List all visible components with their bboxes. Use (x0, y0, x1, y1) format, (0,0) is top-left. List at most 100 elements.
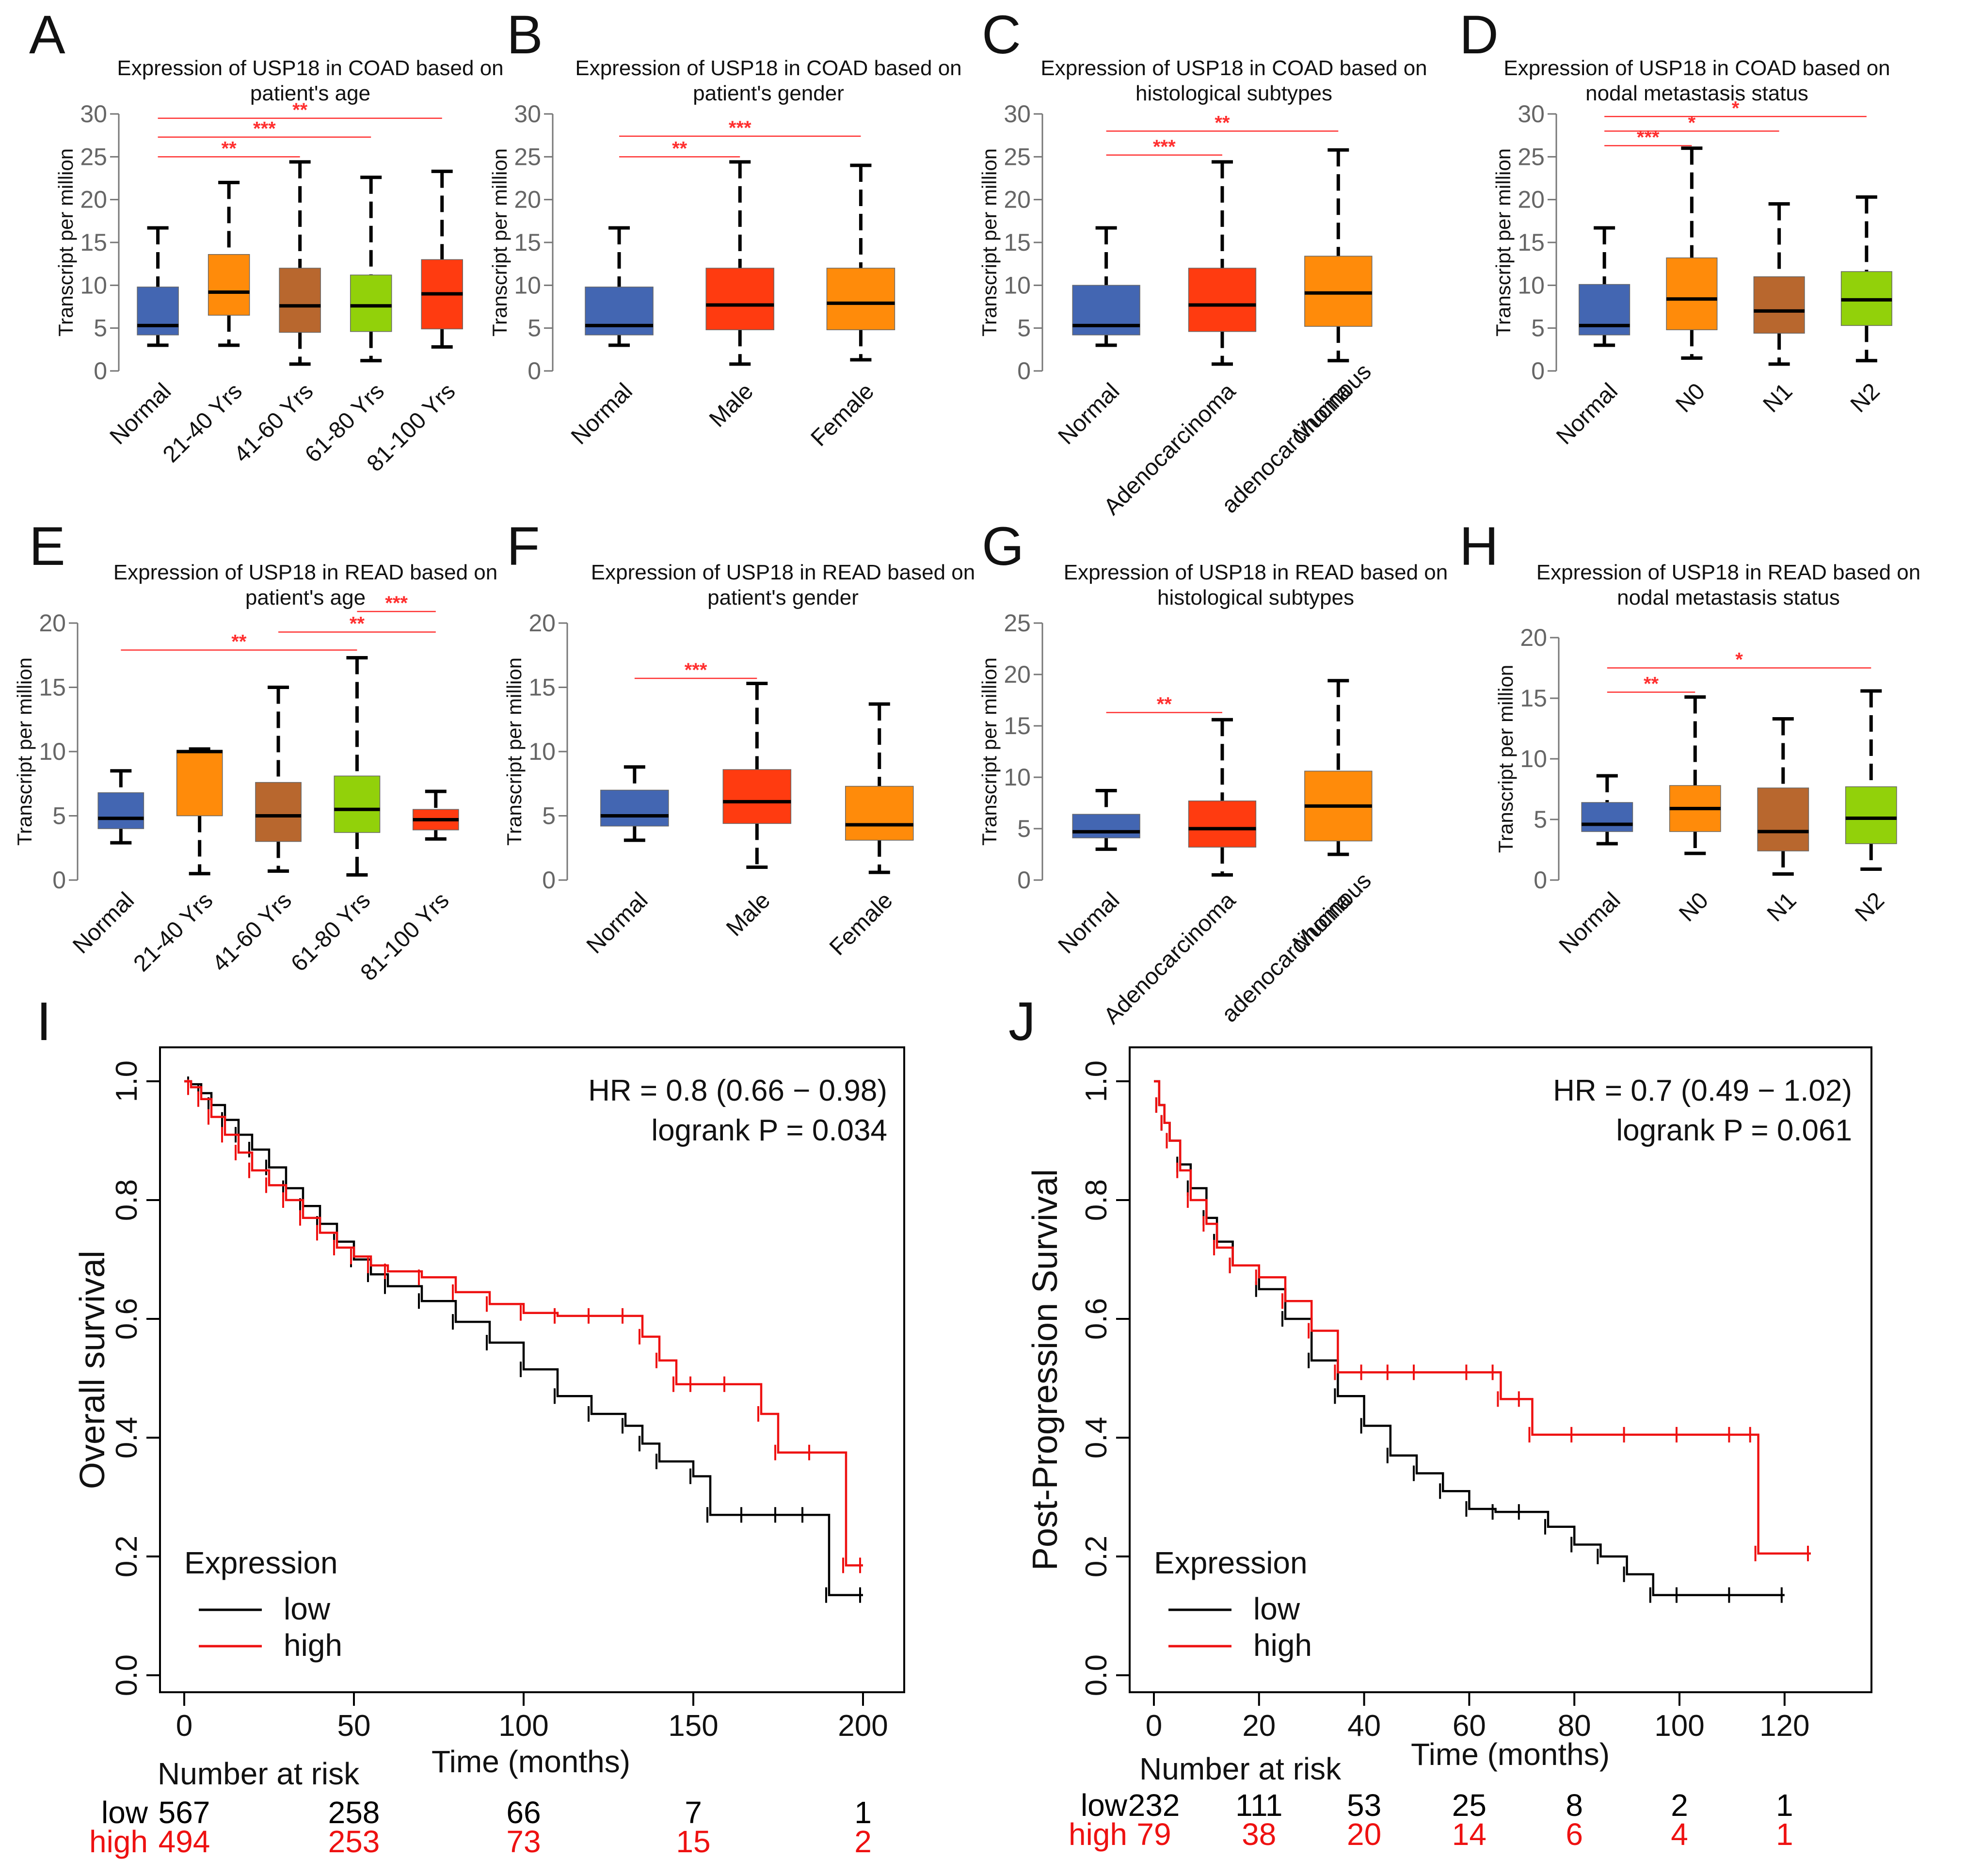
y-tick-label: 15 (528, 674, 556, 701)
stat-text: HR = 0.8 (0.66 − 0.98) (588, 1074, 887, 1107)
box-group: N2 (1845, 689, 1897, 927)
chart-title: patient's gender (693, 81, 844, 105)
y-tick-label: 15 (80, 229, 107, 256)
risk-value: 6 (1566, 1817, 1583, 1852)
y-tick-label: 0 (1534, 866, 1547, 894)
y-tick-label: 10 (1004, 272, 1031, 299)
y-tick-label: 10 (1520, 745, 1547, 772)
box-group: Normal (566, 226, 654, 449)
box-group: Normal (68, 769, 144, 959)
significance-stars: ** (1644, 673, 1659, 695)
legend-label: high (284, 1628, 342, 1663)
category-label: N1 (1758, 378, 1798, 417)
chart-title: patient's age (250, 81, 370, 105)
category-label: Male (721, 887, 775, 941)
category-label: Normal (105, 378, 176, 449)
risk-row-name: low (1081, 1788, 1128, 1823)
significance-stars: ** (222, 138, 237, 159)
category-label: Normal (1054, 378, 1125, 449)
panel-g: G Expression of USP18 in READ based onhis… (978, 516, 1448, 1029)
box-group: N1 (1753, 202, 1805, 417)
risk-value: 20 (1347, 1817, 1381, 1852)
y-tick-label: 15 (1004, 229, 1031, 256)
box (1188, 268, 1257, 332)
x-tick-label: 100 (498, 1709, 548, 1743)
plot-frame (159, 1046, 905, 1693)
risk-value: 232 (1128, 1788, 1180, 1823)
box (1072, 285, 1140, 336)
box-group: Normal (1054, 789, 1140, 959)
box (705, 268, 774, 330)
category-label: Normal (1054, 887, 1125, 959)
box (1072, 814, 1140, 838)
chart-title: patient's gender (707, 586, 859, 609)
y-axis-label: Transcript per million (978, 657, 1001, 846)
risk-value: 494 (159, 1824, 210, 1859)
box-group: N0 (1669, 695, 1721, 927)
y-tick-label: 20 (1520, 624, 1547, 651)
category-label: Female (825, 887, 898, 961)
panel-label: H (1459, 516, 1499, 577)
y-tick-label: 10 (514, 272, 541, 299)
box (1581, 802, 1633, 832)
category-label: N0 (1671, 378, 1710, 417)
legend-label: high (1253, 1628, 1312, 1663)
y-tick-label: 0 (94, 357, 107, 385)
chart-title: Expression of USP18 in READ based on (1536, 561, 1920, 584)
box (279, 268, 321, 333)
chart-title: patient's age (245, 586, 366, 609)
stat-text: logrank P = 0.034 (651, 1114, 887, 1147)
y-axis-label: Transcript per million (978, 148, 1001, 337)
box (137, 287, 179, 336)
risk-value: 1 (1776, 1788, 1793, 1823)
box (585, 287, 654, 336)
significance-stars: *** (729, 117, 751, 139)
y-tick-label: 15 (1518, 229, 1545, 256)
box-group: 21-40 Yrs (128, 747, 223, 977)
y-tick-label: 20 (80, 186, 107, 213)
significance-stars: * (1688, 112, 1696, 133)
legend-label: low (284, 1591, 331, 1626)
risk-value: 4 (1671, 1817, 1688, 1852)
panel-e: E Expression of USP18 in READ based onpat… (13, 516, 497, 986)
significance-stars: *** (1637, 127, 1660, 148)
risk-value: 567 (159, 1795, 210, 1830)
significance-stars: * (1735, 649, 1743, 671)
box (1845, 786, 1897, 844)
risk-value: 14 (1452, 1817, 1486, 1852)
risk-row-name: high (1069, 1817, 1127, 1852)
significance-stars: * (1732, 97, 1740, 119)
risk-value: 25 (1452, 1788, 1486, 1823)
risk-value: 15 (676, 1824, 710, 1859)
box-group: Female (825, 702, 914, 961)
x-axis-label: Time (months) (1411, 1737, 1610, 1772)
y-tick-label: 0 (527, 357, 541, 385)
survival-curve-low (184, 1080, 863, 1596)
chart-title: Expression of USP18 in READ based on (1064, 561, 1448, 584)
legend-title: Expression (184, 1545, 338, 1580)
x-tick-label: 50 (337, 1709, 371, 1743)
y-tick-label: 25 (1518, 143, 1545, 170)
category-label: N1 (1762, 887, 1802, 927)
y-tick-label: 15 (514, 229, 541, 256)
y-tick-label: 5 (1017, 815, 1031, 842)
risk-value: 79 (1136, 1817, 1171, 1852)
y-tick-label: 20 (1004, 661, 1031, 688)
risk-value: 2 (854, 1824, 872, 1859)
x-tick-label: 150 (668, 1709, 718, 1743)
y-tick-label: 20 (514, 186, 541, 213)
panel-c: C Expression of USP18 in COAD based onhis… (978, 4, 1427, 520)
box-group: Normal (582, 765, 669, 959)
category-label: Normal (566, 378, 638, 449)
risk-value: 1 (1776, 1817, 1793, 1852)
y-tick-label: 5 (527, 315, 541, 342)
x-tick-label: 60 (1453, 1709, 1486, 1743)
box-group: Male (704, 160, 774, 432)
stat-text: logrank P = 0.061 (1616, 1114, 1852, 1147)
significance-stars: ** (292, 99, 308, 121)
y-tick-label: 5 (1531, 315, 1545, 342)
y-tick-label: 10 (528, 738, 556, 765)
x-tick-label: 0 (176, 1709, 192, 1743)
